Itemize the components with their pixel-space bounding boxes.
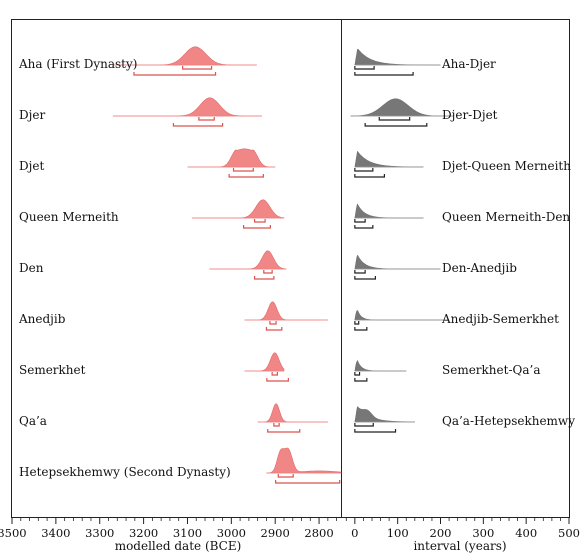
right-density-djet-queen-merneith [354, 150, 424, 168]
right-label-semerkhet-qa-a: Semerkhet-Qa’a [442, 363, 540, 377]
right-panel-distributions: Aha-Djer Djer-Djet Djet-Queen Merneith Quee… [350, 48, 575, 433]
right-ci68-bracket-semerkhet-qa-a [354, 372, 361, 376]
left-density-qa-a [257, 403, 328, 423]
right-ci68-bracket-den-anedjib [354, 270, 366, 274]
left-label-queen-merneith: Queen Merneith [19, 210, 119, 224]
left-panel-distributions: Aha (First Dynasty) Djer Djet Queen Merneit… [18, 46, 342, 484]
left-panel-frame [11, 19, 342, 518]
left-ci68-bracket-qa-a [273, 423, 280, 427]
right-tick-label-200: 200 [430, 526, 452, 540]
right-ci68-bracket-qa-a-hetepsekhemwy [354, 423, 374, 427]
right-density-aha-djer [354, 48, 441, 66]
left-density-djer [112, 97, 262, 117]
right-ci95-bracket-djet-queen-merneith [354, 174, 386, 178]
left-ci95-bracket-qa-a [267, 429, 301, 433]
right-ci95-bracket-aha-djer [354, 72, 414, 76]
left-ci95-bracket-semerkhet [266, 378, 289, 382]
left-density-queen-merneith [191, 199, 285, 219]
left-ci68-bracket-djer [198, 117, 215, 121]
left-tick-label-3000: 3000 [217, 526, 246, 540]
left-density-semerkhet [244, 352, 285, 372]
left-ci68-bracket-anedjib [269, 321, 277, 325]
right-ci95-bracket-den-anedjib [354, 276, 377, 280]
right-ci95-bracket-anedjib-semerkhet [354, 327, 368, 331]
right-label-djet-queen-merneith: Djet-Queen Merneith [442, 159, 571, 173]
left-density-djet [187, 148, 276, 168]
left-label-qa-a: Qa’a [19, 414, 47, 428]
left-tick-label-3400: 3400 [41, 526, 70, 540]
left-ci68-bracket-hetepsekhemwy-second-dynasty [277, 474, 294, 478]
left-tick-label-3300: 3300 [85, 526, 114, 540]
left-ci95-bracket-anedjib [265, 327, 283, 331]
right-density-queen-merneith-den [354, 203, 424, 219]
left-ci95-bracket-aha-first-dynasty [133, 72, 217, 76]
right-tick-label-500: 500 [558, 526, 580, 540]
left-ci95-bracket-den [253, 276, 275, 280]
right-label-den-anedjib: Den-Anedjib [442, 261, 517, 275]
right-ci95-bracket-queen-merneith-den [354, 225, 374, 229]
left-label-djet: Djet [19, 159, 44, 173]
left-tick-label-2900: 2900 [261, 526, 290, 540]
right-density-qa-a-hetepsekhemwy [354, 405, 416, 423]
right-ci68-bracket-djer-djet [378, 117, 411, 121]
left-tick-label-2800: 2800 [304, 526, 333, 540]
left-density-hetepsekhemwy-second-dynasty [266, 447, 342, 474]
left-label-aha-first-dynasty: Aha (First Dynasty) [18, 57, 137, 71]
right-label-anedjib-semerkhet: Anedjib-Semerkhet [441, 312, 559, 326]
left-ci95-bracket-djet [228, 174, 264, 178]
left-label-semerkhet: Semerkhet [19, 363, 86, 377]
left-tick-label-3200: 3200 [129, 526, 158, 540]
right-panel-frame [341, 19, 570, 518]
right-ci68-bracket-anedjib-semerkhet [354, 321, 360, 325]
right-label-aha-djer: Aha-Djer [441, 57, 496, 71]
right-x-axis: 0 100 200 300 400 500 [345, 518, 580, 540]
left-ci95-bracket-queen-merneith [243, 225, 271, 229]
left-ci95-bracket-hetepsekhemwy-second-dynasty [275, 480, 341, 484]
left-ci68-bracket-djet [232, 168, 254, 172]
right-label-queen-merneith-den: Queen Merneith-Den [442, 210, 570, 224]
right-tick-label-400: 400 [515, 526, 537, 540]
right-density-djer-djet [350, 98, 454, 117]
right-x-axis-title: interval (years) [413, 539, 506, 553]
left-ci68-bracket-semerkhet [271, 372, 278, 376]
right-density-anedjib-semerkhet [354, 309, 450, 321]
left-x-axis-title: modelled date (BCE) [115, 539, 242, 553]
right-ci95-bracket-qa-a-hetepsekhemwy [354, 429, 397, 433]
right-ci95-bracket-semerkhet-qa-a [354, 378, 368, 382]
left-label-anedjib: Anedjib [18, 312, 66, 326]
left-ci95-bracket-djer [172, 123, 224, 127]
right-label-qa-a-hetepsekhemwy: Qa’a-Hetepsekhemwy [442, 414, 575, 428]
left-tick-label-3100: 3100 [173, 526, 202, 540]
left-density-anedjib [244, 301, 328, 321]
right-ci95-bracket-djer-djet [364, 123, 428, 127]
right-ci68-bracket-aha-djer [354, 66, 375, 70]
left-tick-label-3500: 3500 [0, 526, 27, 540]
right-density-semerkhet-qa-a [354, 359, 407, 372]
left-ci68-bracket-den [263, 270, 273, 274]
right-tick-label-300: 300 [472, 526, 494, 540]
left-label-hetepsekhemwy-second-dynasty: Hetepsekhemwy (Second Dynasty) [19, 465, 231, 479]
right-tick-label-100: 100 [387, 526, 409, 540]
right-ci68-bracket-queen-merneith-den [354, 219, 366, 223]
right-tick-label-0: 0 [351, 526, 358, 540]
left-density-den [209, 250, 287, 270]
left-label-djer: Djer [19, 108, 45, 122]
left-x-axis: 3500 3400 3300 3200 3100 3000 2900 2800 [0, 518, 338, 540]
right-label-djer-djet: Djer-Djet [442, 108, 498, 122]
left-ci68-bracket-queen-merneith [253, 219, 266, 223]
right-ci68-bracket-djet-queen-merneith [354, 168, 374, 172]
left-ci68-bracket-aha-first-dynasty [182, 66, 213, 70]
right-density-den-anedjib [354, 254, 441, 270]
left-label-den: Den [19, 261, 44, 275]
